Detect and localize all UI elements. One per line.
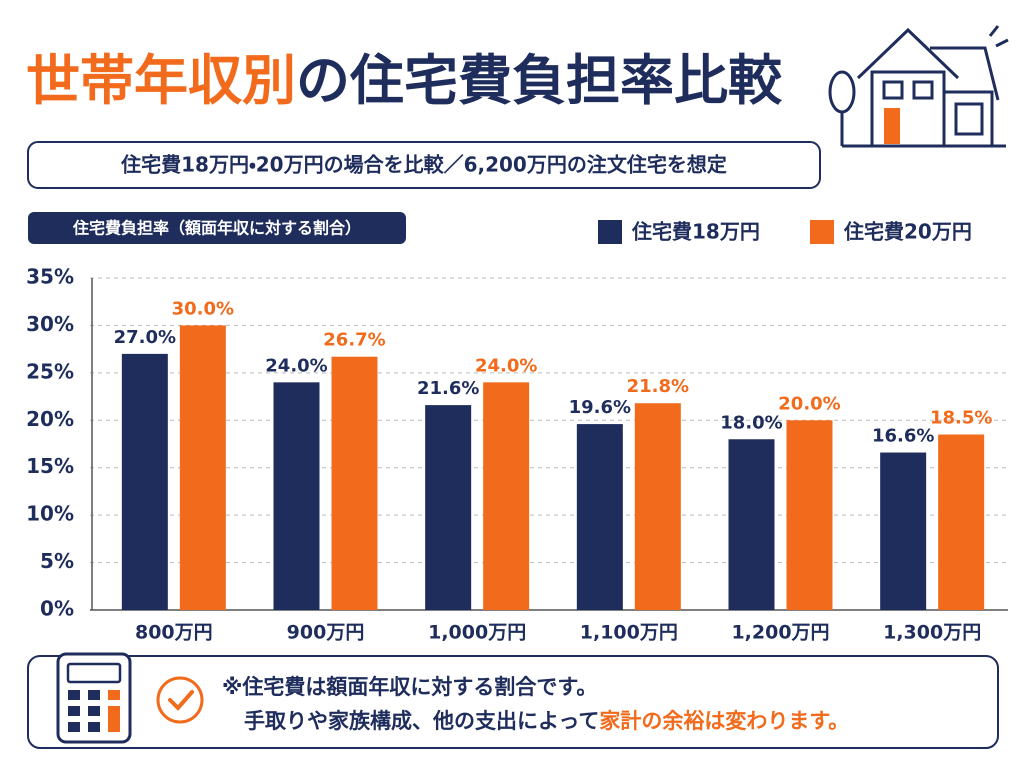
legend-swatch (598, 220, 622, 244)
bar (273, 382, 320, 610)
bar (938, 434, 985, 610)
calculator-icon (56, 652, 132, 744)
value-label: 24.0% (475, 355, 537, 376)
subtitle: 住宅費18万円・20万円の場合を比較／6,200万円の注文住宅を想定 (120, 153, 727, 177)
check-icon (156, 676, 204, 724)
check-mark (168, 690, 194, 711)
bar (121, 353, 168, 610)
y-tick-label: 20% (26, 407, 74, 431)
value-label: 19.6% (569, 397, 631, 418)
y-tick-label: 10% (26, 502, 74, 526)
x-tick-label: 1,300万円 (883, 622, 981, 644)
legend-swatch (810, 220, 834, 244)
x-tick-label: 1,000万円 (428, 622, 526, 644)
y-tick-label: 0% (40, 597, 74, 621)
house-icon (828, 25, 1009, 148)
bar (576, 424, 623, 610)
x-tick-label: 800万円 (135, 622, 213, 644)
bar (483, 382, 530, 610)
x-tick-label: 1,100万円 (580, 622, 678, 644)
x-tick-label: 1,200万円 (731, 622, 829, 644)
value-label: 18.0% (720, 412, 782, 433)
x-tick-label: 900万円 (287, 622, 365, 644)
title-highlight: 世帯年収別 (26, 49, 296, 112)
note-line2: 手取りや家族構成、他の支出によって家計の余裕は変わります。 (244, 709, 849, 733)
bar (728, 439, 775, 610)
y-label-box (28, 212, 406, 244)
y-tick-label: 25% (26, 359, 74, 383)
note-line2-highlight: 家計の余裕は変わります。 (599, 709, 849, 733)
y-tick-label: 30% (26, 312, 74, 336)
value-label: 24.0% (265, 355, 327, 376)
bar (331, 356, 378, 610)
legend-label: 住宅費18万円 (631, 220, 760, 244)
bar (425, 405, 472, 610)
title-rest: の住宅費負担率比較 (296, 49, 783, 112)
value-label: 20.0% (778, 393, 840, 414)
value-label: 21.6% (417, 378, 479, 399)
bar (179, 325, 226, 610)
legend-label: 住宅費20万円 (843, 220, 972, 244)
house-door (884, 108, 900, 144)
bar (880, 452, 927, 610)
value-label: 27.0% (114, 327, 176, 348)
value-label: 18.5% (930, 408, 992, 429)
bar (786, 420, 833, 610)
y-tick-label: 35% (26, 265, 74, 289)
value-label: 21.8% (627, 376, 689, 397)
note-line1: ※住宅費は額面年収に対する割合です。 (222, 675, 597, 699)
value-label: 26.7% (323, 330, 385, 351)
plot-area: 0% 5% 10% 15% 20% 25% 30% 35% 住宅費18万円 住宅費20万円 800万… (26, 220, 1008, 644)
value-label: 16.6% (872, 426, 934, 447)
chart-title: 世帯年収別の住宅費負担率比較 (26, 49, 783, 112)
subtitle-box (27, 141, 821, 189)
y-axis-label: 住宅費負担率（額面年収に対する割合） (72, 219, 361, 238)
value-label: 30.0% (172, 298, 234, 319)
y-tick-label: 5% (40, 549, 74, 573)
bar (634, 403, 681, 610)
note-box (27, 655, 999, 749)
note-line2-plain: 手取りや家族構成、他の支出によって (244, 709, 599, 733)
y-tick-label: 15% (26, 454, 74, 478)
